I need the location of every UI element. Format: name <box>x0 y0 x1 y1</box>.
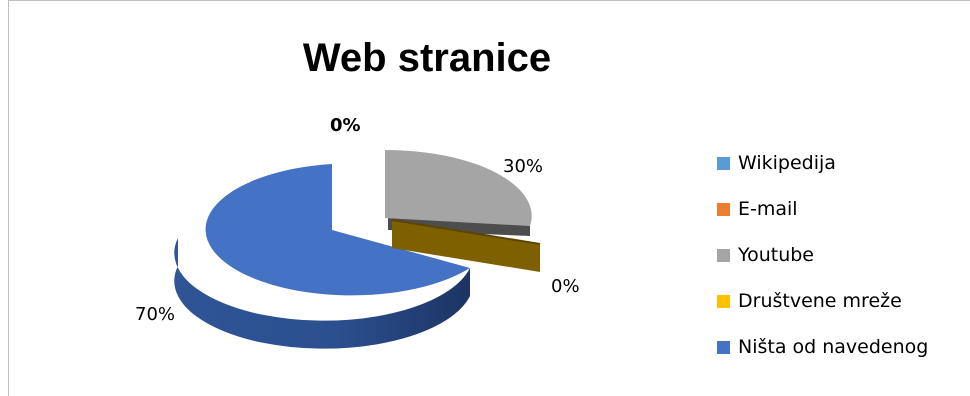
slice-nista-side <box>174 238 470 349</box>
legend-swatch <box>717 156 730 170</box>
data-label-drustvene: 0% <box>551 276 580 297</box>
legend-label: Youtube <box>738 244 814 266</box>
chart-frame <box>8 0 970 396</box>
slice-youtube-top <box>385 149 532 226</box>
data-label-nista: 70% <box>135 304 175 325</box>
data-label-wikipedija: 0% <box>330 115 361 136</box>
legend-label: E-mail <box>738 198 798 220</box>
slice-nista-top <box>205 164 471 296</box>
legend-label: Ništa od navedenog <box>738 336 929 358</box>
chart-title: Web stranice <box>302 36 552 80</box>
legend-item-drustvene-mreze: Društvene mreže <box>717 278 928 324</box>
slice-nista-od-navedenog <box>174 164 471 349</box>
slice-drustvene-mreze <box>391 219 541 272</box>
slice-drustvene-edge <box>391 219 541 245</box>
legend: Wikipedija E-mail Youtube Društvene mrež… <box>717 140 928 370</box>
legend-swatch <box>717 294 730 308</box>
slice-drustvene-top <box>392 220 540 272</box>
legend-label: Wikipedija <box>738 152 836 174</box>
data-label-youtube: 30% <box>503 156 543 177</box>
legend-swatch <box>717 202 730 216</box>
legend-item-nista-od-navedenog: Ništa od navedenog <box>717 324 928 370</box>
legend-item-wikipedija: Wikipedija <box>717 140 928 186</box>
legend-swatch <box>717 340 730 354</box>
legend-swatch <box>717 248 730 262</box>
legend-label: Društvene mreže <box>738 290 902 312</box>
legend-item-e-mail: E-mail <box>717 186 928 232</box>
legend-item-youtube: Youtube <box>717 232 928 278</box>
